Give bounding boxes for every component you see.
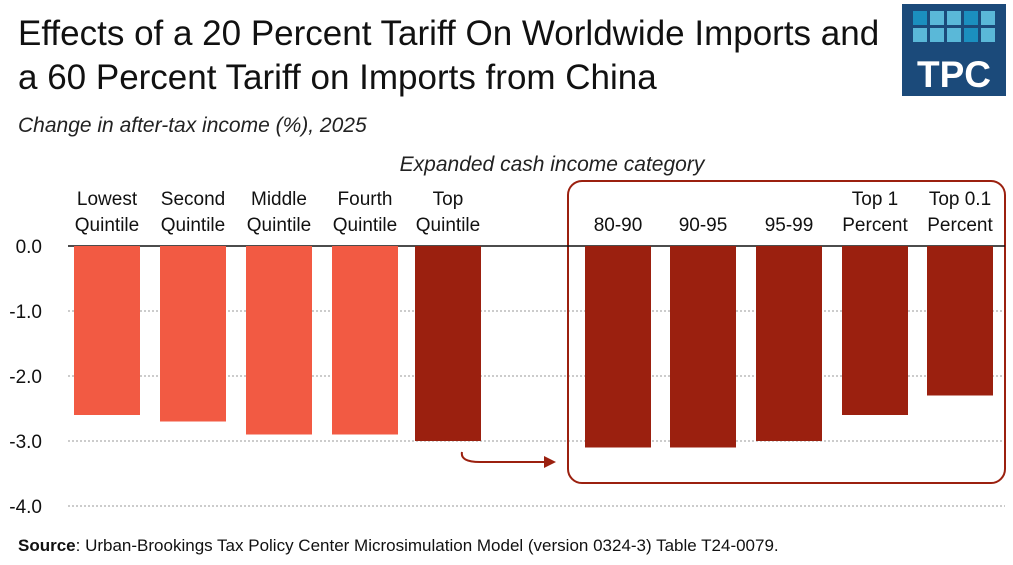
logo-square (930, 28, 944, 42)
category-label: Quintile (416, 215, 480, 236)
bar (842, 246, 908, 415)
category-label: Middle (251, 189, 307, 210)
bar (246, 246, 312, 435)
bar (160, 246, 226, 422)
chart-title: Effects of a 20 Percent Tariff On Worldw… (18, 14, 880, 97)
category-label: Second (161, 189, 225, 210)
arrowhead-icon (544, 456, 556, 468)
x-axis-title: Expanded cash income category (400, 153, 706, 176)
logo-square (930, 11, 944, 25)
category-label: Percent (842, 215, 908, 236)
bar (415, 246, 481, 441)
category-label: Quintile (333, 215, 397, 236)
category-label: Fourth (338, 189, 393, 210)
y-tick-label: -1.0 (9, 302, 42, 323)
logo-square (981, 11, 995, 25)
highlight-box (567, 180, 1006, 484)
logo-square (947, 28, 961, 42)
bar (670, 246, 736, 448)
logo-square (964, 28, 978, 42)
bar (585, 246, 651, 448)
category-label: Percent (927, 215, 993, 236)
y-tick-label: -4.0 (9, 497, 42, 518)
category-label: Lowest (77, 189, 138, 210)
y-tick-label: 0.0 (16, 237, 42, 258)
source-text: : Urban-Brookings Tax Policy Center Micr… (75, 536, 779, 555)
logo-square (947, 11, 961, 25)
source-label: Source (18, 536, 76, 555)
bar (74, 246, 140, 415)
category-label: Quintile (247, 215, 311, 236)
bar (927, 246, 993, 396)
source-note: Source: Urban-Brookings Tax Policy Cente… (18, 536, 779, 556)
bar (332, 246, 398, 435)
category-label: Top 1 (852, 189, 898, 210)
category-label: Top 0.1 (929, 189, 991, 210)
y-tick-label: -2.0 (9, 367, 42, 388)
category-label: 90-95 (679, 215, 728, 236)
logo-square (981, 28, 995, 42)
logo-square (913, 11, 927, 25)
logo-square (913, 28, 927, 42)
logo-square (964, 11, 978, 25)
category-label: Quintile (75, 215, 139, 236)
chart-subtitle: Change in after-tax income (%), 2025 (18, 114, 367, 137)
category-label: 80-90 (594, 215, 643, 236)
y-tick-label: -3.0 (9, 432, 42, 453)
annotation-arrow (460, 451, 545, 463)
category-label: 95-99 (765, 215, 814, 236)
logo-text: TPC (917, 54, 991, 95)
category-label: Top (433, 189, 464, 210)
bar (756, 246, 822, 441)
category-label: Quintile (161, 215, 225, 236)
